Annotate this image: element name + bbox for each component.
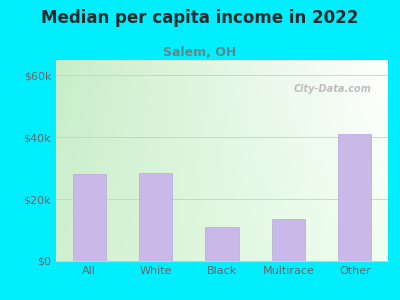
- Bar: [73, 174, 106, 261]
- Bar: [206, 227, 238, 261]
- Bar: [139, 173, 172, 261]
- Bar: [272, 219, 305, 261]
- Bar: [338, 134, 372, 261]
- Text: Median per capita income in 2022: Median per capita income in 2022: [41, 9, 359, 27]
- Text: City-Data.com: City-Data.com: [294, 84, 371, 94]
- Text: Salem, OH: Salem, OH: [163, 46, 237, 59]
